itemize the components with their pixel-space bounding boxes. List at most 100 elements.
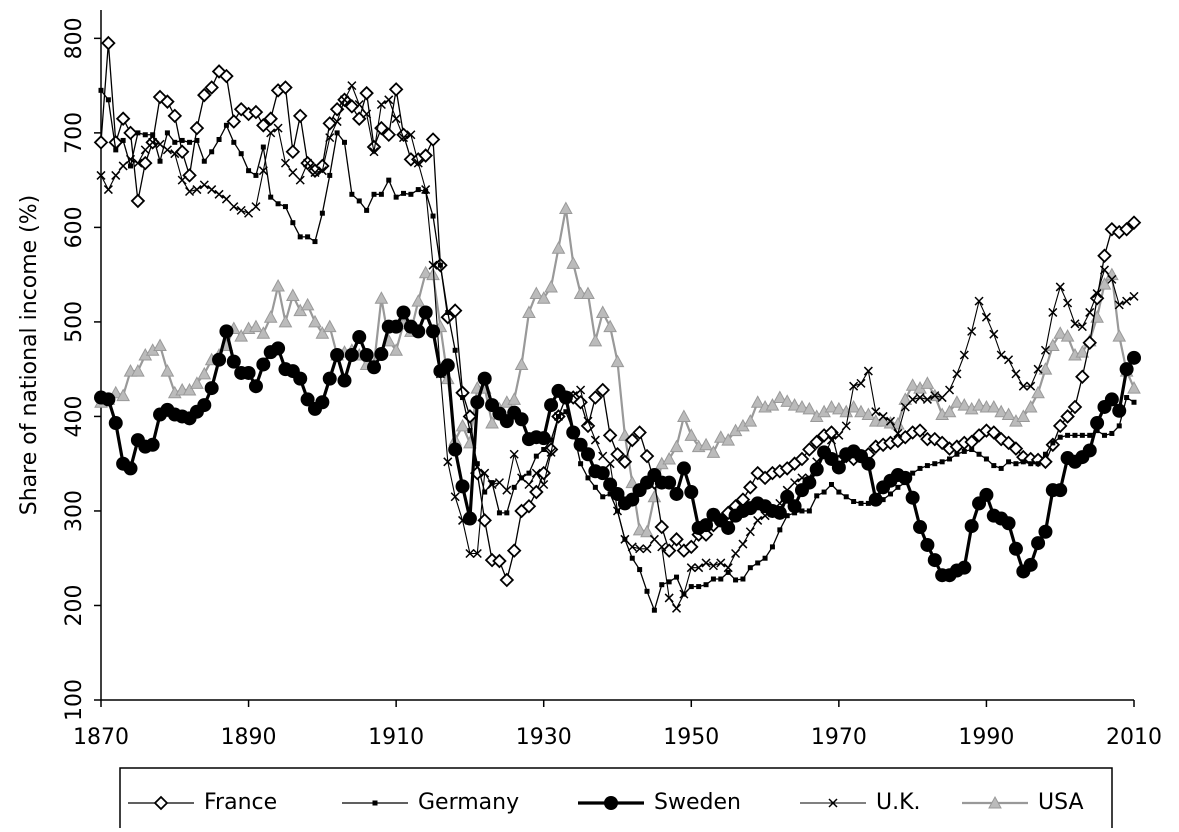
marker <box>305 234 311 240</box>
y-tick-label: 700 <box>62 112 87 154</box>
marker <box>1085 307 1095 317</box>
marker <box>600 494 606 500</box>
marker <box>610 354 625 368</box>
marker <box>396 127 411 143</box>
marker <box>566 256 581 269</box>
marker <box>135 130 141 136</box>
marker <box>718 576 724 582</box>
marker <box>223 122 229 128</box>
marker <box>426 324 441 339</box>
marker <box>160 94 175 109</box>
marker <box>802 475 817 490</box>
marker <box>1127 350 1141 365</box>
marker <box>651 607 657 613</box>
marker <box>649 534 659 544</box>
marker <box>339 95 350 105</box>
marker <box>445 309 451 315</box>
marker <box>662 475 677 490</box>
x-tick-label: 1870 <box>73 725 129 750</box>
marker <box>381 127 397 143</box>
x-tick-label: 1990 <box>958 725 1014 750</box>
marker <box>585 475 591 481</box>
marker <box>703 582 709 588</box>
marker <box>954 451 960 457</box>
marker <box>996 350 1006 360</box>
marker <box>544 398 559 413</box>
marker <box>888 491 894 497</box>
marker <box>253 172 259 178</box>
marker <box>780 394 795 407</box>
marker <box>367 360 382 375</box>
marker <box>137 155 153 171</box>
marker <box>487 479 497 490</box>
marker <box>152 89 168 105</box>
marker <box>489 480 495 486</box>
marker <box>900 402 910 412</box>
marker <box>182 382 197 396</box>
marker <box>1097 248 1112 264</box>
marker <box>177 175 187 185</box>
marker <box>799 508 805 514</box>
marker <box>263 111 278 126</box>
marker <box>192 185 202 195</box>
marker <box>548 437 554 443</box>
marker <box>145 437 160 452</box>
marker <box>1031 385 1045 399</box>
marker <box>292 108 308 124</box>
marker <box>676 461 691 476</box>
marker <box>241 365 256 380</box>
marker <box>1035 461 1041 467</box>
marker <box>226 354 241 369</box>
marker <box>1006 459 1012 465</box>
marker <box>187 139 193 145</box>
legend-item: Germany <box>342 790 519 815</box>
marker <box>182 168 197 183</box>
marker <box>1001 516 1016 531</box>
marker <box>1094 428 1100 434</box>
marker <box>209 149 215 155</box>
marker <box>986 425 1002 440</box>
marker <box>924 463 930 469</box>
marker <box>229 202 239 212</box>
marker <box>140 145 150 155</box>
marker <box>266 128 276 138</box>
marker <box>952 369 962 379</box>
marker <box>669 439 684 453</box>
marker <box>329 101 345 117</box>
marker <box>699 518 714 533</box>
marker <box>437 262 443 268</box>
marker <box>858 500 864 506</box>
marker <box>278 314 293 328</box>
marker <box>865 500 871 506</box>
series-line <box>100 207 1136 533</box>
marker <box>851 499 857 505</box>
marker <box>1023 399 1038 413</box>
marker <box>268 194 274 200</box>
marker <box>846 399 861 413</box>
marker <box>172 139 178 145</box>
marker <box>679 589 689 599</box>
y-tick-label: 100 <box>62 679 87 721</box>
marker <box>308 314 322 328</box>
marker <box>474 461 480 467</box>
marker <box>1087 432 1093 438</box>
marker <box>603 319 617 333</box>
marker <box>895 484 901 490</box>
marker <box>755 560 761 566</box>
marker <box>278 80 293 95</box>
marker <box>843 494 849 500</box>
marker <box>1008 441 1024 456</box>
marker <box>440 309 456 325</box>
marker <box>231 139 237 145</box>
marker <box>398 133 409 143</box>
marker <box>256 326 271 339</box>
marker <box>662 451 676 465</box>
marker <box>826 435 837 445</box>
marker <box>1053 483 1068 498</box>
marker <box>878 411 888 421</box>
marker <box>765 398 780 411</box>
marker <box>506 543 522 558</box>
marker <box>959 350 969 360</box>
marker <box>976 451 982 457</box>
marker <box>238 151 244 157</box>
